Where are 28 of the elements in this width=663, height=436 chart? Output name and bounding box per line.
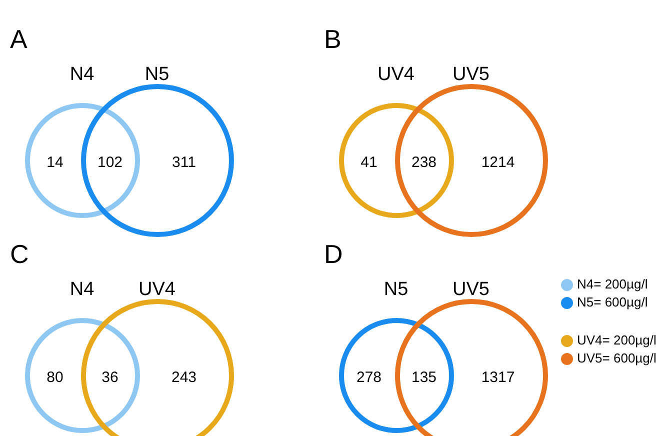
data-label: 1317 [481, 369, 515, 386]
text: UV4 [378, 64, 415, 85]
text: N5 [144, 64, 170, 85]
text: D [324, 239, 343, 269]
data-label: 311 [172, 154, 196, 172]
data-label: 36 [102, 369, 118, 386]
text: N4 [70, 279, 95, 300]
data-label: 1214 [481, 154, 515, 172]
text: UV5 [452, 64, 490, 85]
data-label: 238 [411, 154, 437, 172]
text: N4= 200µg/l [577, 276, 648, 292]
text: UV5 [452, 279, 490, 300]
data-label: 14 [46, 154, 64, 172]
text: N5= 600µg/l [577, 294, 648, 310]
text: A [10, 24, 28, 54]
data-label: 41 [360, 154, 378, 172]
data-label: 243 [171, 369, 197, 386]
data-label: 80 [46, 369, 64, 386]
data-label: 102 [97, 154, 123, 172]
text: B [324, 24, 342, 54]
data-label: 135 [411, 369, 437, 386]
text: UV4 [138, 279, 176, 300]
text: C [10, 239, 29, 269]
data-label: 278 [356, 369, 382, 386]
text: N4 [70, 64, 95, 85]
text: UV4= 200µg/l [577, 332, 657, 348]
text: UV5= 600µg/l [577, 350, 657, 366]
text: N5 [384, 279, 408, 300]
